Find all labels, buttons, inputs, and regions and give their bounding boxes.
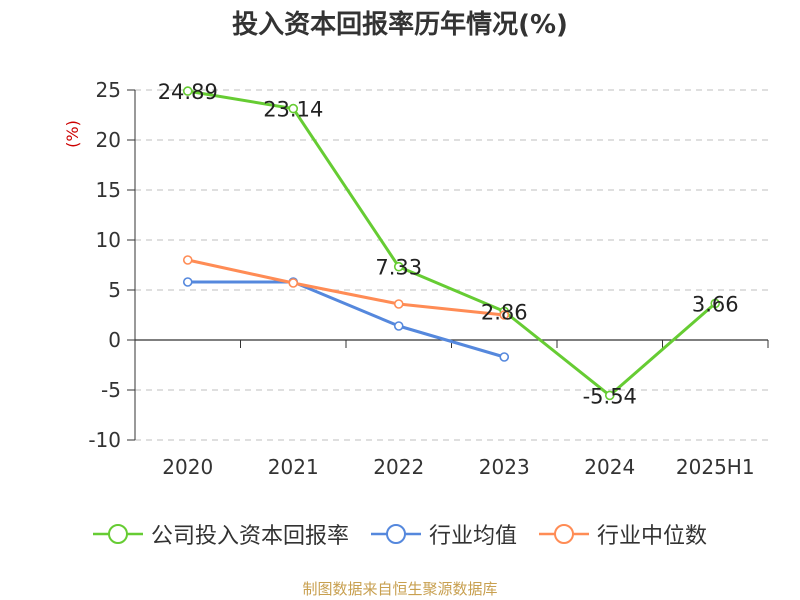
data-labels: 24.89 23.14 7.33 2.86 -5.54 3.66 [158,80,739,408]
y-tick-label: 0 [108,328,121,352]
x-tick-label: 2022 [373,455,424,479]
data-point [393,299,404,309]
series-line-1 [187,280,505,359]
data-point [499,352,510,362]
data-point [182,277,193,287]
data-label: 7.33 [375,256,422,280]
legend: 公司投入资本回报率 行业均值 行业中位数 [0,518,800,550]
y-tick-label: 20 [96,128,121,152]
data-point [499,310,510,320]
data-point [710,298,721,309]
legend-label: 行业中位数 [597,524,708,549]
data-label: 23.14 [263,98,323,122]
legend-marker [92,524,143,544]
y-tick-label: 15 [96,178,121,202]
y-tick-label: 5 [108,278,121,302]
legend-circle [554,524,574,544]
grid-lines [135,89,768,441]
source-note: 制图数据来自恒生聚源数据库 [302,580,498,598]
legend-circle [385,524,406,544]
legend-marker [539,524,589,544]
x-tick-label: 2021 [268,455,319,479]
x-tick-label: 2024 [584,455,635,479]
y-axis-label: (%) [63,120,82,148]
legend-item[interactable]: 公司投入资本回报率 [92,518,349,550]
legend-item[interactable]: 行业均值 [370,518,517,550]
legend-circle [107,524,128,544]
data-label: -5.54 [583,384,637,408]
data-point [393,261,404,272]
legend-item[interactable]: 行业中位数 [539,518,707,550]
data-label: 3.66 [692,292,739,316]
data-label: 24.89 [158,80,218,104]
series-line-0 [187,89,717,397]
data-point [604,390,615,401]
y-tick-label: -5 [101,378,121,402]
series-lines [182,86,721,401]
data-point [182,255,193,265]
x-tick-label: 2020 [162,455,213,479]
y-tick-label: 10 [96,228,121,252]
x-tick-label: 2025H1 [676,455,755,479]
y-tick-label: -10 [88,428,121,452]
legend-label: 公司投入资本回报率 [150,524,349,549]
axes: 25 20 15 10 5 0 -5 -10 2020 2021 2022 2023 2024 2025H… [88,78,769,479]
data-point [288,278,299,288]
chart-title: 投入资本回报率历年情况(%) [232,10,568,40]
series-line-2 [187,258,505,317]
y-tick-label: 25 [96,78,121,102]
x-tick-label: 2023 [479,455,530,479]
legend-marker [370,524,421,544]
data-point [393,321,404,331]
data-point [288,103,299,114]
data-point [182,86,193,96]
legend-label: 行业均值 [428,524,517,549]
data-label: 2.86 [481,300,528,324]
